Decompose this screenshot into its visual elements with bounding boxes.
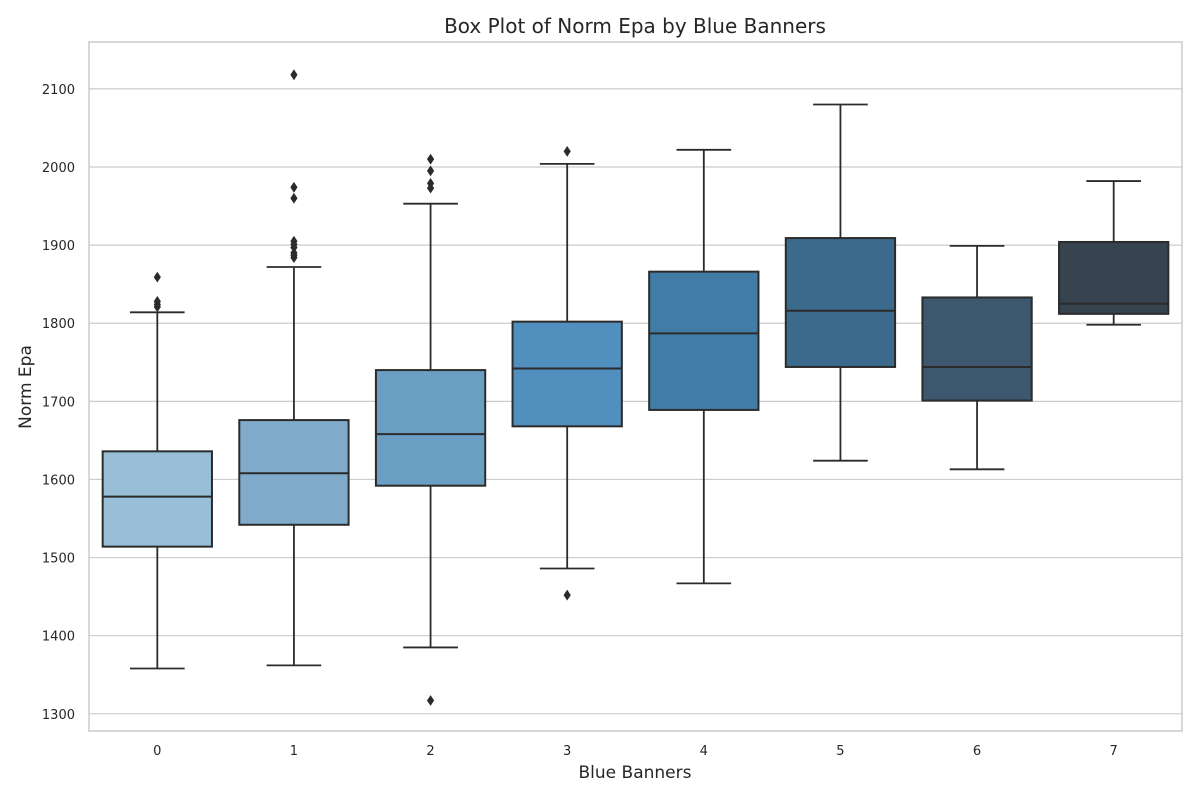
box-group (784, 103, 897, 462)
outlier-point (290, 235, 298, 247)
x-tick-label: 5 (836, 744, 844, 759)
x-tick-label: 7 (1110, 744, 1118, 759)
y-tick-label: 2100 (42, 83, 75, 98)
outlier-point (563, 589, 571, 601)
box-group (648, 148, 760, 585)
outlier-point (426, 177, 435, 189)
y-tick-label: 1700 (42, 395, 75, 410)
x-axis-label: Blue Banners (579, 763, 692, 783)
outlier-point (426, 153, 435, 165)
x-tick-label: 6 (973, 744, 981, 759)
outlier-point (290, 69, 298, 81)
x-tick-label: 4 (700, 744, 708, 759)
outlier-point (426, 695, 435, 706)
box-group (511, 145, 623, 601)
box (1058, 240, 1170, 315)
y-tick-label: 1400 (42, 630, 75, 645)
chart-title: Box Plot of Norm Epa by Blue Banners (444, 14, 826, 38)
box-group (1058, 180, 1170, 326)
box (511, 320, 623, 428)
y-tick-labels: 1300 1400 1500 1600 1700 1800 1900 2000 2100 (42, 83, 75, 723)
box-group (101, 271, 213, 670)
y-tick-label: 1900 (42, 239, 75, 254)
x-tick-label: 2 (426, 744, 434, 759)
plot-frame (88, 41, 1183, 732)
box (374, 369, 487, 487)
box (784, 237, 897, 368)
y-tick-label: 2000 (42, 161, 75, 176)
x-tick-labels: 0 1 2 3 4 5 6 7 (153, 744, 1118, 759)
box (101, 450, 213, 548)
x-tick-label: 3 (563, 744, 571, 759)
box-group (238, 69, 350, 667)
outlier-point (290, 247, 298, 259)
box (921, 296, 1033, 402)
boxes (101, 69, 1170, 706)
outlier-point (563, 145, 571, 157)
x-tick-label: 1 (290, 744, 298, 759)
box (648, 270, 760, 411)
box-group (374, 153, 487, 706)
box-group (921, 244, 1033, 471)
outlier-point (153, 295, 161, 307)
y-tick-label: 1800 (42, 317, 75, 332)
y-tick-label: 1300 (42, 708, 75, 723)
outlier-point (290, 192, 298, 204)
outlier-point (290, 181, 298, 193)
x-tick-label: 0 (153, 744, 161, 759)
outlier-point (426, 165, 435, 177)
outlier-point (153, 271, 161, 283)
y-tick-label: 1500 (42, 552, 75, 567)
y-tick-label: 1600 (42, 473, 75, 488)
y-axis-label: Norm Epa (16, 345, 36, 429)
